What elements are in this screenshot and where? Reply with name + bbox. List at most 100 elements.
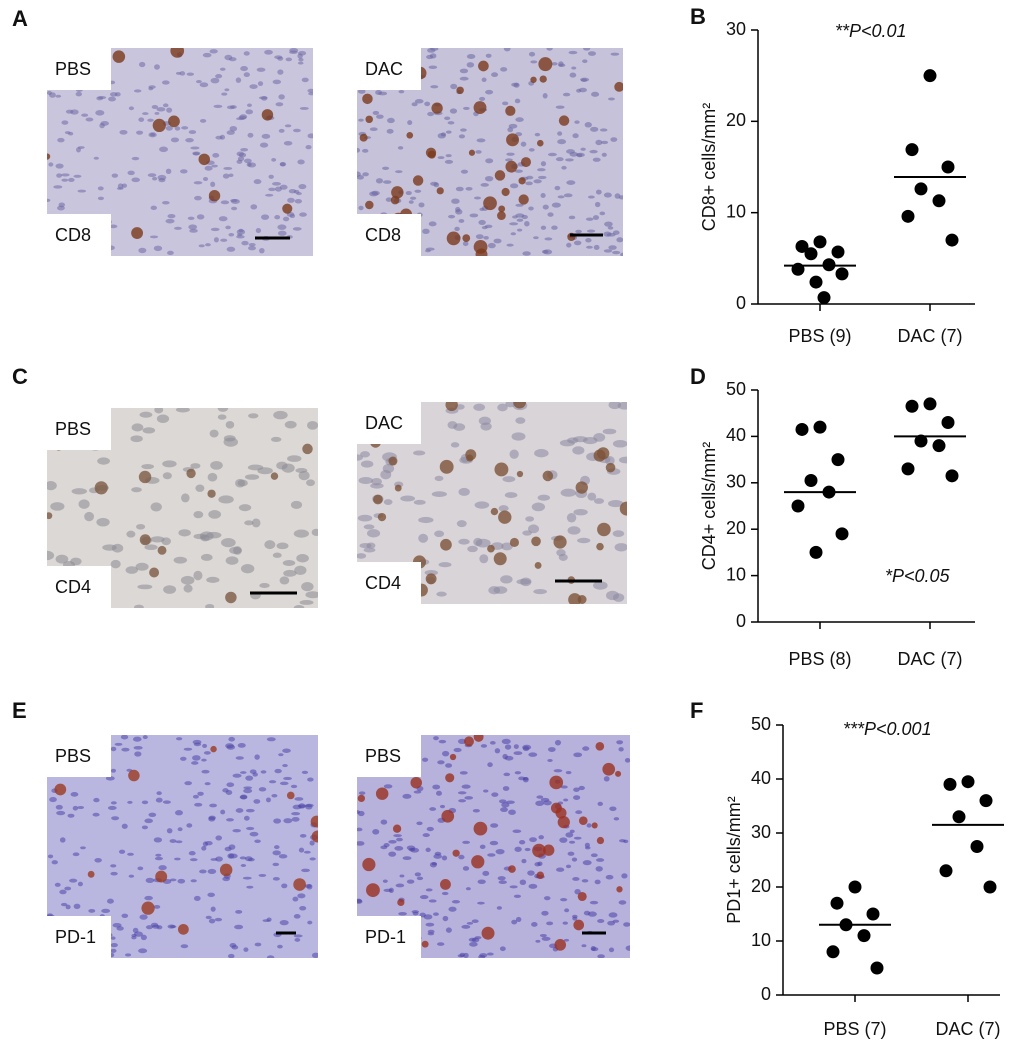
nucleus	[524, 220, 530, 227]
nucleus	[68, 131, 74, 136]
nucleus	[522, 251, 531, 256]
nucleus	[490, 823, 499, 828]
nucleus	[221, 92, 228, 96]
nucleus	[499, 799, 507, 804]
nucleus	[583, 48, 591, 51]
nucleus	[130, 435, 143, 443]
nucleus	[477, 879, 486, 884]
dot	[866, 907, 880, 921]
stained-cell	[596, 836, 605, 845]
nucleus	[584, 122, 592, 128]
nucleus	[240, 564, 255, 574]
nucleus	[148, 132, 157, 138]
nucleus	[158, 865, 167, 871]
nucleus	[410, 196, 417, 200]
nucleus	[405, 191, 412, 196]
nucleus	[610, 52, 620, 56]
stained-cell	[431, 102, 443, 114]
nucleus	[156, 791, 162, 796]
nucleus	[430, 85, 439, 89]
nucleus	[514, 846, 522, 852]
nucleus	[190, 146, 200, 150]
nucleus	[454, 226, 460, 232]
nucleus	[582, 860, 592, 866]
stained-cell	[47, 512, 53, 520]
nucleus	[202, 841, 208, 847]
nucleus	[597, 918, 605, 924]
nucleus	[225, 225, 231, 230]
stained-cell	[365, 115, 373, 124]
nucleus	[207, 892, 215, 898]
nucleus	[481, 225, 488, 230]
nucleus	[428, 899, 437, 903]
nucleus	[268, 780, 277, 784]
stained-cell	[578, 816, 588, 826]
nucleus	[56, 810, 66, 816]
nucleus	[244, 474, 260, 480]
nucleus	[80, 846, 86, 850]
nucleus	[127, 800, 133, 804]
nucleus	[451, 899, 460, 904]
stained-cell	[616, 886, 623, 893]
nucleus	[203, 751, 211, 755]
nucleus	[196, 214, 205, 220]
nucleus	[388, 851, 397, 857]
nucleus	[139, 914, 148, 920]
nucleus	[569, 829, 575, 834]
nucleus	[248, 245, 256, 251]
nucleus	[306, 883, 313, 890]
nucleus	[189, 858, 198, 862]
nucleus	[297, 159, 305, 165]
stained-cell	[286, 791, 295, 800]
nucleus	[222, 173, 230, 179]
y-tick-label: 20	[726, 518, 746, 538]
nucleus	[166, 107, 173, 113]
nucleus	[528, 524, 540, 534]
stained-cell	[468, 149, 476, 156]
stained-cell	[261, 109, 274, 121]
nucleus	[125, 566, 139, 574]
nucleus	[162, 472, 172, 480]
nucleus	[483, 789, 489, 793]
nucleus	[213, 104, 223, 109]
nucleus	[445, 130, 452, 134]
nucleus	[565, 158, 574, 162]
nucleus	[165, 218, 175, 224]
nucleus	[111, 173, 119, 178]
nucleus	[249, 84, 258, 89]
nucleus	[557, 139, 567, 145]
nucleus	[55, 554, 69, 564]
nucleus	[96, 517, 110, 527]
nucleus	[151, 104, 159, 109]
nucleus	[442, 750, 450, 757]
stained-cell	[498, 510, 512, 524]
nucleus	[425, 249, 431, 253]
stained-cell	[532, 843, 546, 858]
nucleus	[236, 151, 245, 157]
nucleus	[185, 137, 194, 143]
nucleus	[608, 500, 624, 508]
nucleus	[131, 423, 144, 432]
nucleus	[528, 51, 536, 57]
stained-cell	[497, 211, 506, 221]
nucleus	[257, 467, 273, 475]
nucleus	[465, 887, 471, 891]
nucleus	[507, 127, 514, 133]
nucleus	[166, 828, 173, 834]
dot	[905, 399, 919, 413]
nucleus	[444, 159, 454, 164]
nucleus	[170, 137, 180, 143]
nucleus	[618, 900, 627, 905]
dot	[945, 233, 959, 247]
nucleus	[222, 788, 229, 793]
nucleus	[226, 818, 234, 822]
nucleus	[479, 844, 486, 850]
stained-cell	[445, 402, 458, 412]
nucleus	[210, 227, 220, 232]
nucleus	[96, 96, 104, 101]
nucleus	[71, 488, 88, 495]
stained-cell	[478, 60, 489, 72]
stained-cell	[207, 489, 216, 498]
stained-cell	[473, 735, 484, 742]
nucleus	[142, 112, 149, 116]
